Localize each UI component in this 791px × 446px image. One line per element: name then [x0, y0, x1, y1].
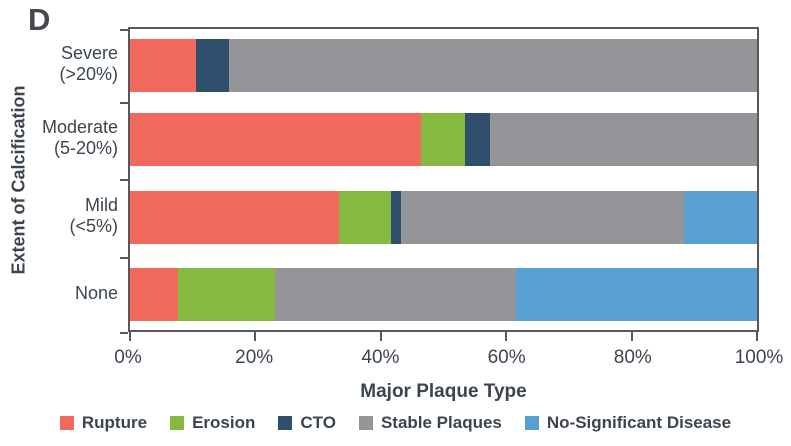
x-tick-label: 60% — [487, 347, 526, 368]
bar-segment-cto — [195, 39, 230, 92]
bar-segment-erosion — [420, 113, 466, 166]
x-axis-tick — [254, 332, 257, 341]
legend-item-erosion: Erosion — [170, 413, 255, 433]
y-axis-title: Extent of Calcification — [8, 85, 29, 275]
y-axis-tick — [120, 256, 128, 259]
legend-label: No-Significant Disease — [546, 413, 732, 432]
x-axis-tick — [505, 332, 508, 341]
category-label-severe: Severe (>20%) — [59, 42, 118, 85]
bar-segment-no-significant-disease — [516, 268, 757, 321]
legend-item-stable-plaques: Stable Plaques — [358, 413, 502, 433]
x-axis-title: Major Plaque Type — [360, 381, 527, 402]
bar-segment-rupture — [130, 39, 196, 92]
bar-segment-stable-plaques — [229, 39, 757, 92]
x-tick-label: 0% — [114, 347, 142, 368]
x-tick-label: 20% — [235, 347, 274, 368]
legend-label: Erosion — [192, 413, 256, 432]
x-tick-label: 40% — [361, 347, 400, 368]
legend-label: CTO — [300, 413, 336, 432]
bar-row-none — [130, 268, 757, 321]
bar-row-mild — [130, 191, 757, 244]
bar-row-severe — [130, 39, 757, 92]
legend-label: Stable Plaques — [380, 413, 502, 432]
y-axis-tick — [120, 332, 128, 334]
bar-segment-stable-plaques — [274, 268, 517, 321]
plot-area — [120, 27, 759, 341]
x-tick-label: 80% — [613, 347, 652, 368]
bar-segment-rupture — [130, 113, 421, 166]
legend-swatch-cto — [278, 416, 293, 430]
legend: Rupture Erosion CTO Stable Plaques No-Signif… — [0, 413, 791, 433]
bar-segment-rupture — [130, 268, 179, 321]
legend-swatch-rupture — [59, 416, 74, 430]
x-tick-label: 100% — [734, 347, 784, 368]
x-axis-tick — [630, 332, 633, 341]
bar-segment-rupture — [130, 191, 339, 244]
bar-segment-stable-plaques — [401, 191, 684, 244]
y-axis-tick — [120, 29, 128, 31]
category-label-none: None — [74, 282, 118, 303]
bar-row-moderate — [130, 113, 757, 166]
bar-segment-cto — [465, 113, 490, 166]
legend-item-rupture: Rupture — [59, 413, 148, 433]
bar-segment-erosion — [338, 191, 392, 244]
bar-segment-cto — [391, 191, 402, 244]
bar-segment-no-significant-disease — [683, 191, 757, 244]
legend-swatch-erosion — [170, 416, 185, 430]
legend-item-cto: CTO — [278, 413, 336, 433]
x-axis-tick — [379, 332, 382, 341]
y-axis-tick — [120, 101, 128, 104]
x-axis-tick — [129, 332, 131, 341]
category-label-mild: Mild (<5%) — [69, 194, 118, 237]
legend-item-no-significant-disease: No-Significant Disease — [524, 413, 732, 433]
panel-label: D — [28, 2, 51, 37]
legend-label: Rupture — [81, 413, 148, 432]
x-axis-tick — [756, 332, 758, 341]
y-axis-tick — [120, 179, 128, 181]
legend-swatch-no-significant-disease — [524, 416, 539, 430]
category-label-moderate: Moderate (5-20%) — [41, 116, 118, 159]
bar-segment-stable-plaques — [489, 113, 757, 166]
legend-swatch-stable-plaques — [358, 416, 373, 430]
bar-segment-erosion — [178, 268, 275, 321]
